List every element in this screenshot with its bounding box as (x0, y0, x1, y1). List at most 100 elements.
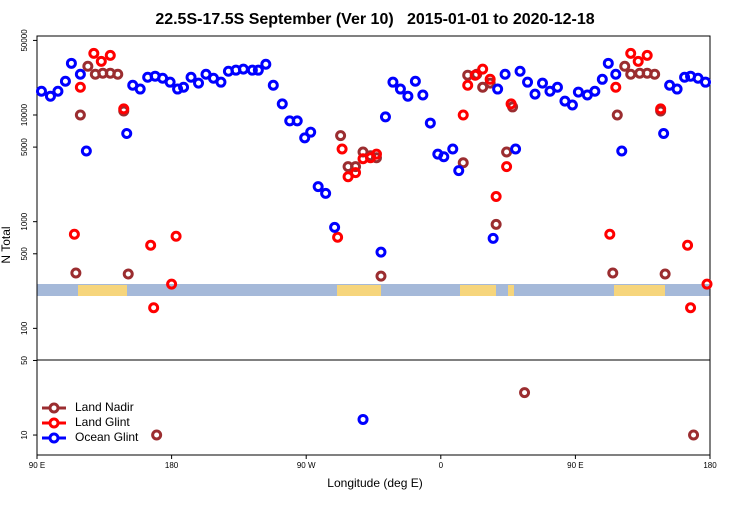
point (529, 88, 541, 100)
point (375, 270, 387, 282)
point (104, 49, 116, 61)
point (453, 165, 465, 177)
point (477, 63, 489, 75)
point (655, 103, 667, 115)
point (65, 57, 77, 69)
point (74, 68, 86, 80)
y-tick-label: 10000 (20, 103, 29, 126)
point (59, 75, 71, 87)
y-tick-label: 10 (20, 430, 29, 439)
point (350, 167, 362, 179)
point (551, 81, 563, 93)
chart-title: 22.5S-17.5S September (Ver 10) 2015-01-0… (155, 11, 594, 28)
point (80, 145, 92, 157)
point (260, 58, 272, 70)
y-tick-label: 50000 (20, 29, 29, 52)
y-tick-label: 1000 (20, 212, 29, 230)
series (68, 47, 713, 314)
point (501, 146, 513, 158)
y-tick-label: 100 (20, 321, 29, 335)
point (438, 151, 450, 163)
point (312, 181, 324, 193)
point (519, 387, 531, 399)
land-strip (508, 285, 514, 296)
point (607, 267, 619, 279)
point (616, 145, 628, 157)
point (589, 85, 601, 97)
point (70, 267, 82, 279)
point (394, 83, 406, 95)
land-strip (337, 285, 381, 296)
point (370, 148, 382, 160)
point (122, 268, 134, 280)
point (276, 98, 288, 110)
point (536, 77, 548, 89)
legend-marker (48, 417, 60, 429)
point (462, 79, 474, 91)
point (688, 429, 700, 441)
y-axis-label: N Total (0, 226, 13, 263)
land-strip (78, 285, 127, 296)
point (625, 47, 637, 59)
point (701, 278, 713, 290)
point (409, 75, 421, 87)
legend-marker (48, 432, 60, 444)
point (246, 64, 258, 76)
point (118, 103, 130, 115)
point (166, 278, 178, 290)
x-tick-label: 0 (439, 461, 444, 470)
point (95, 55, 107, 67)
point (447, 143, 459, 155)
point (252, 64, 264, 76)
x-tick-label: 90 W (297, 461, 316, 470)
x-tick-label: 180 (165, 461, 179, 470)
point (685, 302, 697, 314)
point (492, 83, 504, 95)
point (82, 60, 94, 72)
point (402, 90, 414, 102)
point (267, 79, 279, 91)
point (505, 98, 517, 110)
point (487, 232, 499, 244)
point (112, 68, 124, 80)
series (35, 57, 712, 425)
point (121, 128, 133, 140)
legend-label: Land Nadir (75, 400, 134, 414)
point (659, 268, 671, 280)
point (649, 68, 661, 80)
point (74, 81, 86, 93)
point (35, 85, 47, 97)
point (700, 76, 712, 88)
point (215, 76, 227, 88)
point (604, 228, 616, 240)
point (566, 99, 578, 111)
point (291, 115, 303, 127)
point (417, 89, 429, 101)
point (596, 73, 608, 85)
point (499, 68, 511, 80)
surface-strip (37, 284, 710, 296)
land-strip (460, 285, 496, 296)
point (490, 191, 502, 203)
point (469, 69, 481, 81)
y-tick-label: 50 (20, 355, 29, 364)
point (619, 60, 631, 72)
point (682, 239, 694, 251)
legend-marker (48, 402, 60, 414)
point (320, 187, 332, 199)
point (185, 71, 197, 83)
legend-label: Ocean Glint (75, 430, 139, 444)
point (350, 161, 362, 173)
point (679, 71, 691, 83)
point (44, 90, 56, 102)
point (52, 85, 64, 97)
point (632, 55, 644, 67)
point (514, 65, 526, 77)
point (151, 429, 163, 441)
point (332, 231, 344, 243)
point (164, 76, 176, 88)
plot-frame (36, 35, 711, 456)
point (145, 239, 157, 251)
point (641, 49, 653, 61)
